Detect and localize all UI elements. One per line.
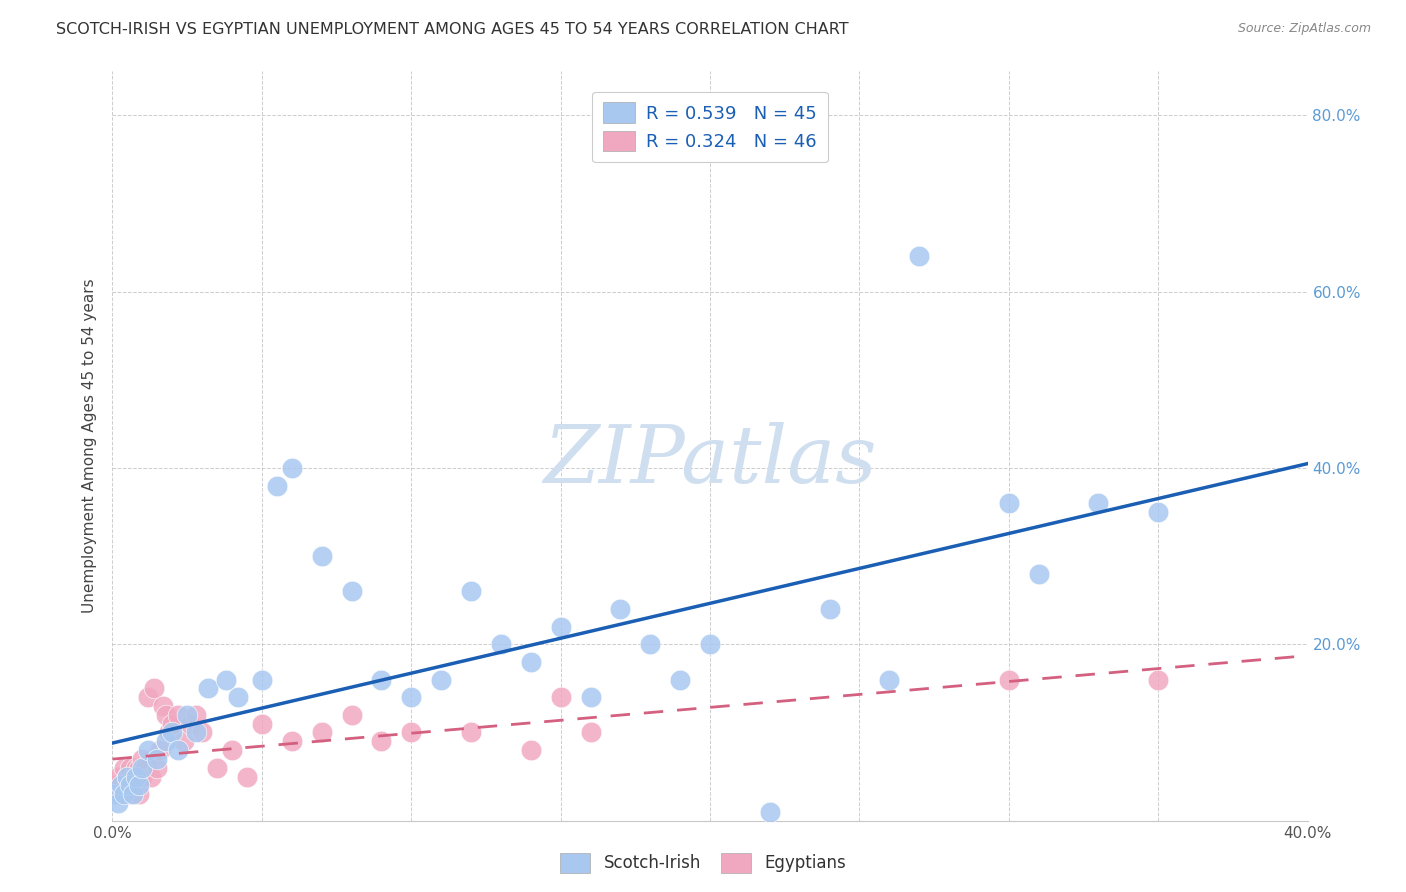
Point <box>131 761 153 775</box>
Point <box>640 637 662 651</box>
Point <box>908 250 931 264</box>
Point <box>550 620 572 634</box>
Point <box>1087 496 1109 510</box>
Point <box>107 770 129 784</box>
Point <box>311 549 333 564</box>
Legend: Scotch-Irish, Egyptians: Scotch-Irish, Egyptians <box>554 847 852 880</box>
Point <box>173 734 195 748</box>
Point <box>460 584 482 599</box>
Point <box>114 761 135 775</box>
Point <box>120 787 142 801</box>
Point <box>699 637 721 651</box>
Point <box>186 707 208 722</box>
Point <box>186 725 208 739</box>
Point <box>149 743 172 757</box>
Point <box>460 725 482 739</box>
Point <box>759 805 782 819</box>
Point <box>128 787 150 801</box>
Point <box>125 770 148 784</box>
Legend: R = 0.539   N = 45, R = 0.324   N = 46: R = 0.539 N = 45, R = 0.324 N = 46 <box>592 92 828 162</box>
Point <box>122 770 145 784</box>
Point <box>152 699 174 714</box>
Point <box>104 778 127 792</box>
Point <box>1028 566 1050 581</box>
Point <box>122 787 145 801</box>
Point <box>167 743 190 757</box>
Point <box>110 778 132 792</box>
Point <box>430 673 453 687</box>
Point <box>489 637 512 651</box>
Point <box>120 761 142 775</box>
Point <box>520 655 543 669</box>
Point <box>370 673 392 687</box>
Point <box>146 761 169 775</box>
Text: SCOTCH-IRISH VS EGYPTIAN UNEMPLOYMENT AMONG AGES 45 TO 54 YEARS CORRELATION CHAR: SCOTCH-IRISH VS EGYPTIAN UNEMPLOYMENT AM… <box>56 22 849 37</box>
Point <box>281 461 304 475</box>
Point <box>117 778 139 792</box>
Point <box>191 725 214 739</box>
Text: Source: ZipAtlas.com: Source: ZipAtlas.com <box>1237 22 1371 36</box>
Point <box>134 761 156 775</box>
Text: ZIPatlas: ZIPatlas <box>543 422 877 500</box>
Y-axis label: Unemployment Among Ages 45 to 54 years: Unemployment Among Ages 45 to 54 years <box>82 278 97 614</box>
Point <box>340 707 363 722</box>
Point <box>122 778 145 792</box>
Point <box>117 770 139 784</box>
Point <box>250 716 273 731</box>
Point <box>114 787 135 801</box>
Point <box>157 725 180 739</box>
Point <box>550 690 572 705</box>
Point <box>609 602 631 616</box>
Point <box>176 707 198 722</box>
Point <box>998 496 1021 510</box>
Point <box>281 734 304 748</box>
Point <box>146 752 169 766</box>
Point <box>143 681 166 696</box>
Point <box>162 716 183 731</box>
Point <box>250 673 273 687</box>
Point <box>520 743 543 757</box>
Point <box>120 778 142 792</box>
Point <box>155 707 177 722</box>
Point <box>110 787 132 801</box>
Point <box>1147 673 1170 687</box>
Point <box>311 725 333 739</box>
Point <box>579 690 602 705</box>
Point <box>266 478 288 492</box>
Point <box>138 690 160 705</box>
Point <box>879 673 901 687</box>
Point <box>1147 505 1170 519</box>
Point <box>162 725 183 739</box>
Point <box>370 734 392 748</box>
Point <box>401 690 423 705</box>
Point <box>818 602 841 616</box>
Point <box>131 752 153 766</box>
Point <box>141 770 163 784</box>
Point <box>128 778 150 792</box>
Point <box>117 770 139 784</box>
Point <box>236 770 259 784</box>
Point <box>215 673 238 687</box>
Point <box>128 761 150 775</box>
Point <box>340 584 363 599</box>
Point <box>107 796 129 810</box>
Point <box>167 707 190 722</box>
Point <box>125 761 148 775</box>
Point <box>155 734 177 748</box>
Point <box>138 743 160 757</box>
Point <box>998 673 1021 687</box>
Point <box>669 673 692 687</box>
Point <box>401 725 423 739</box>
Point <box>131 770 153 784</box>
Point <box>104 787 127 801</box>
Point <box>579 725 602 739</box>
Point <box>221 743 243 757</box>
Point <box>179 716 201 731</box>
Point <box>197 681 219 696</box>
Point <box>226 690 249 705</box>
Point <box>205 761 228 775</box>
Point <box>125 770 148 784</box>
